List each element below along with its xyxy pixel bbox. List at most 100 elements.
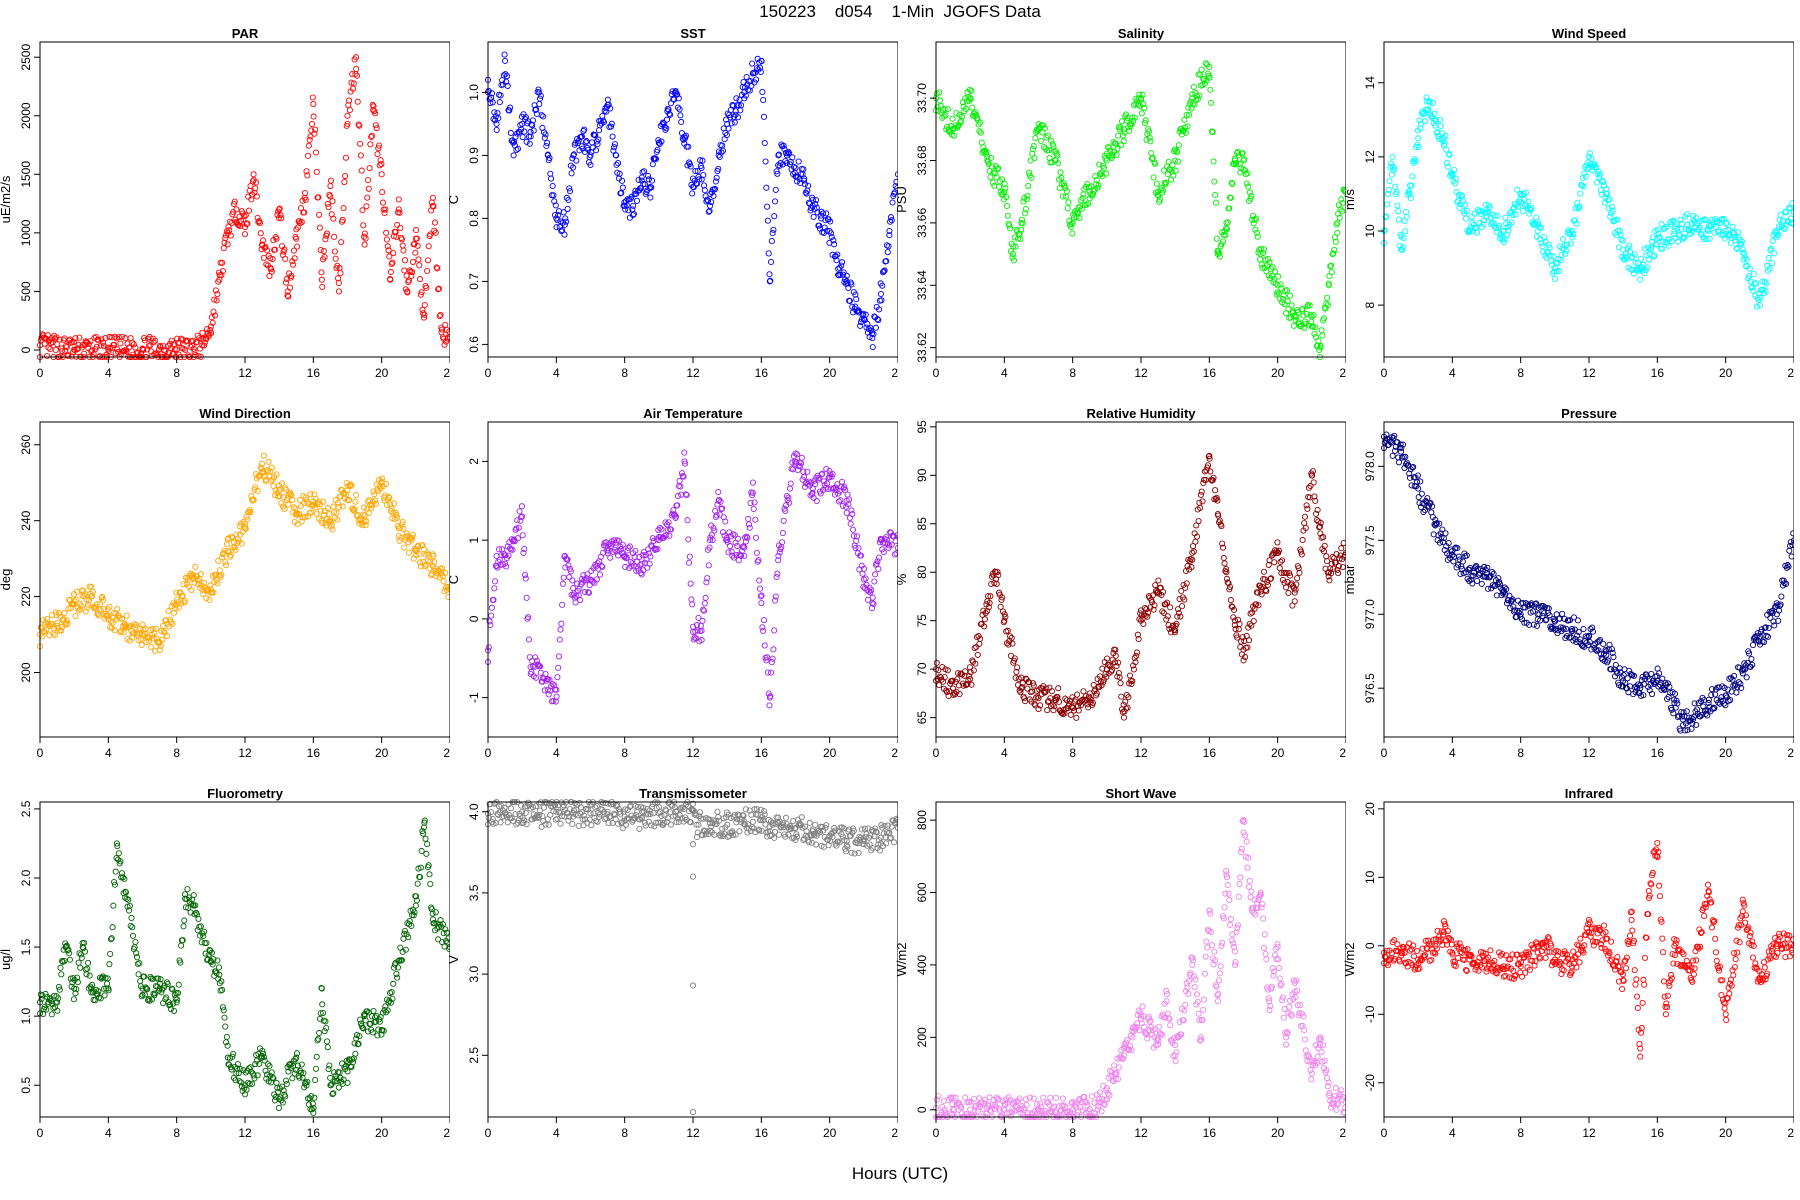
data-point	[786, 485, 794, 492]
data-point	[704, 197, 712, 204]
data-point	[1085, 183, 1093, 191]
data-point	[1220, 554, 1227, 562]
data-point	[1319, 332, 1326, 339]
data-point	[682, 132, 689, 139]
data-point	[350, 80, 357, 87]
data-point	[748, 82, 755, 89]
data-point	[128, 914, 135, 922]
data-point	[141, 337, 148, 344]
data-point	[237, 1065, 244, 1073]
data-point	[65, 605, 72, 612]
data-point	[776, 162, 783, 169]
data-point	[353, 492, 360, 499]
data-point	[118, 615, 126, 622]
data-point	[1244, 170, 1251, 177]
data-point	[1391, 432, 1398, 439]
data-point	[870, 600, 877, 608]
data-point	[1537, 235, 1544, 242]
data-point	[794, 451, 801, 458]
data-point	[830, 237, 837, 244]
data-point	[733, 95, 740, 102]
data-point	[810, 494, 817, 501]
data-point	[944, 667, 951, 674]
data-point	[1708, 686, 1716, 693]
chart-svg: PARuE/m2/s048121620240500100015002000250…	[0, 26, 450, 380]
data-point	[339, 503, 346, 510]
data-point	[1096, 161, 1103, 168]
data-point	[1122, 111, 1130, 118]
data-point	[593, 138, 600, 145]
data-point	[1516, 607, 1523, 615]
data-point	[760, 627, 767, 634]
data-point	[76, 334, 83, 341]
data-point	[1206, 452, 1213, 459]
data-point	[1117, 124, 1124, 131]
data-point	[114, 346, 121, 353]
data-point	[1677, 216, 1684, 223]
data-point	[1574, 632, 1581, 639]
data-point	[203, 595, 210, 602]
data-point	[638, 571, 645, 578]
data-point	[760, 97, 767, 104]
data-point	[1387, 438, 1394, 445]
data-point	[101, 992, 108, 999]
data-point	[1703, 236, 1710, 243]
data-point	[158, 989, 165, 996]
y-tick-label: 240	[19, 510, 33, 530]
data-point	[297, 496, 304, 503]
data-point	[264, 1061, 271, 1068]
data-point	[785, 148, 792, 155]
data-point	[1225, 580, 1232, 587]
data-point	[555, 664, 562, 671]
data-point	[835, 498, 842, 505]
data-point	[267, 478, 275, 485]
data-point	[1312, 324, 1319, 331]
data-point	[170, 1000, 177, 1007]
data-point	[514, 517, 521, 524]
data-point	[1628, 254, 1635, 261]
chart-panel: PARuE/m2/s048121620240500100015002000250…	[0, 0, 450, 380]
data-point	[415, 543, 422, 550]
data-point	[718, 506, 725, 513]
data-point	[253, 193, 260, 200]
data-point	[1436, 116, 1444, 123]
data-point	[1755, 637, 1762, 644]
data-point	[972, 660, 979, 667]
data-point	[317, 247, 324, 254]
data-point	[88, 593, 96, 600]
data-point	[1080, 688, 1087, 695]
data-point	[405, 549, 413, 556]
data-point	[558, 228, 565, 235]
data-point	[1571, 217, 1578, 224]
data-point	[671, 511, 678, 518]
data-point	[223, 541, 230, 548]
data-point	[1399, 244, 1406, 251]
data-point	[1019, 680, 1026, 687]
data-point	[1264, 578, 1271, 586]
data-point	[1158, 591, 1165, 599]
data-point	[689, 190, 696, 197]
data-point	[994, 166, 1001, 173]
data-point	[1189, 100, 1197, 107]
data-point	[1523, 202, 1530, 209]
data-point	[117, 858, 124, 865]
data-point	[770, 646, 777, 653]
data-point	[1726, 675, 1733, 682]
data-point	[150, 339, 157, 346]
data-point	[1275, 547, 1283, 554]
data-point	[63, 617, 70, 624]
data-point	[271, 1097, 279, 1104]
data-point	[1169, 162, 1176, 169]
data-point	[1586, 150, 1593, 157]
data-point	[526, 140, 533, 147]
data-point	[944, 106, 951, 113]
data-point	[267, 468, 274, 475]
data-point	[1146, 134, 1153, 141]
y-tick-label: 10	[1363, 224, 1377, 238]
data-point	[1697, 224, 1704, 231]
data-point	[1183, 111, 1190, 118]
data-point	[1614, 216, 1621, 223]
data-point	[563, 218, 570, 225]
data-point	[446, 328, 450, 335]
data-point	[168, 985, 175, 992]
